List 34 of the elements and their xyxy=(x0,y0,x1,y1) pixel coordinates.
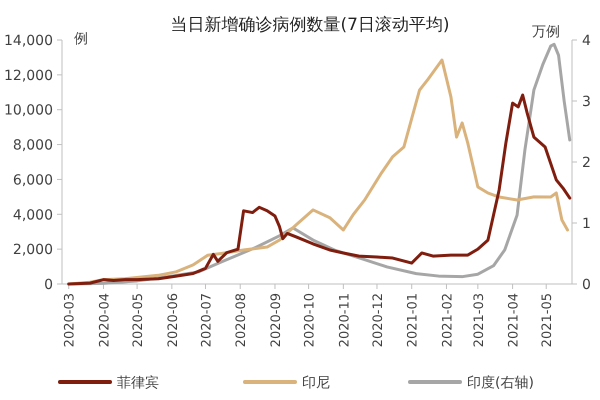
x-tick-label: 2020-12 xyxy=(370,293,386,348)
x-tick-label: 2021-05 xyxy=(540,293,556,348)
legend-label: 印度(右轴) xyxy=(467,375,534,391)
y2-tick-label: 2 xyxy=(582,155,591,171)
y-tick-label: 6,000 xyxy=(12,172,53,188)
x-tick-label: 2020-06 xyxy=(166,293,181,348)
y-tick-label: 10,000 xyxy=(4,102,53,119)
y2-tick-label: 1 xyxy=(582,216,591,232)
y2-tick-label: 3 xyxy=(582,94,591,110)
y-tick-label: 8,000 xyxy=(12,138,53,154)
y2-tick-label: 4 xyxy=(582,33,591,49)
x-tick-label: 2020-11 xyxy=(337,293,352,348)
legend-label: 菲律宾 xyxy=(117,375,159,391)
x-tick-label: 2020-08 xyxy=(234,293,250,348)
x-tick-label: 2020-04 xyxy=(97,293,112,348)
x-tick-label: 2020-07 xyxy=(199,293,214,348)
y-tick-label: 2,000 xyxy=(12,242,53,258)
chart-title: 当日新增确诊病例数量(7日滚动平均) xyxy=(170,15,450,35)
y-tick-label: 12,000 xyxy=(4,68,53,84)
x-tick-label: 2020-05 xyxy=(131,293,146,348)
x-tick-label: 2021-02 xyxy=(440,293,456,348)
y-tick-label: 14,000 xyxy=(4,33,53,49)
legend-label: 印尼 xyxy=(302,375,330,391)
y2-tick-label: 0 xyxy=(582,277,591,293)
x-tick-label: 2021-01 xyxy=(406,293,421,348)
y-tick-label: 4,000 xyxy=(12,207,53,224)
x-tick-label: 2021-04 xyxy=(506,293,522,348)
x-tick-label: 2020-09 xyxy=(268,293,284,348)
y-axis-title: 例 xyxy=(74,31,88,47)
x-tick-label: 2021-03 xyxy=(472,293,487,348)
x-tick-label: 2020-03 xyxy=(62,293,78,348)
y2-axis-title: 万例 xyxy=(532,24,560,40)
y-tick-label: 0 xyxy=(44,277,53,293)
x-tick-label: 2020-10 xyxy=(302,293,318,348)
